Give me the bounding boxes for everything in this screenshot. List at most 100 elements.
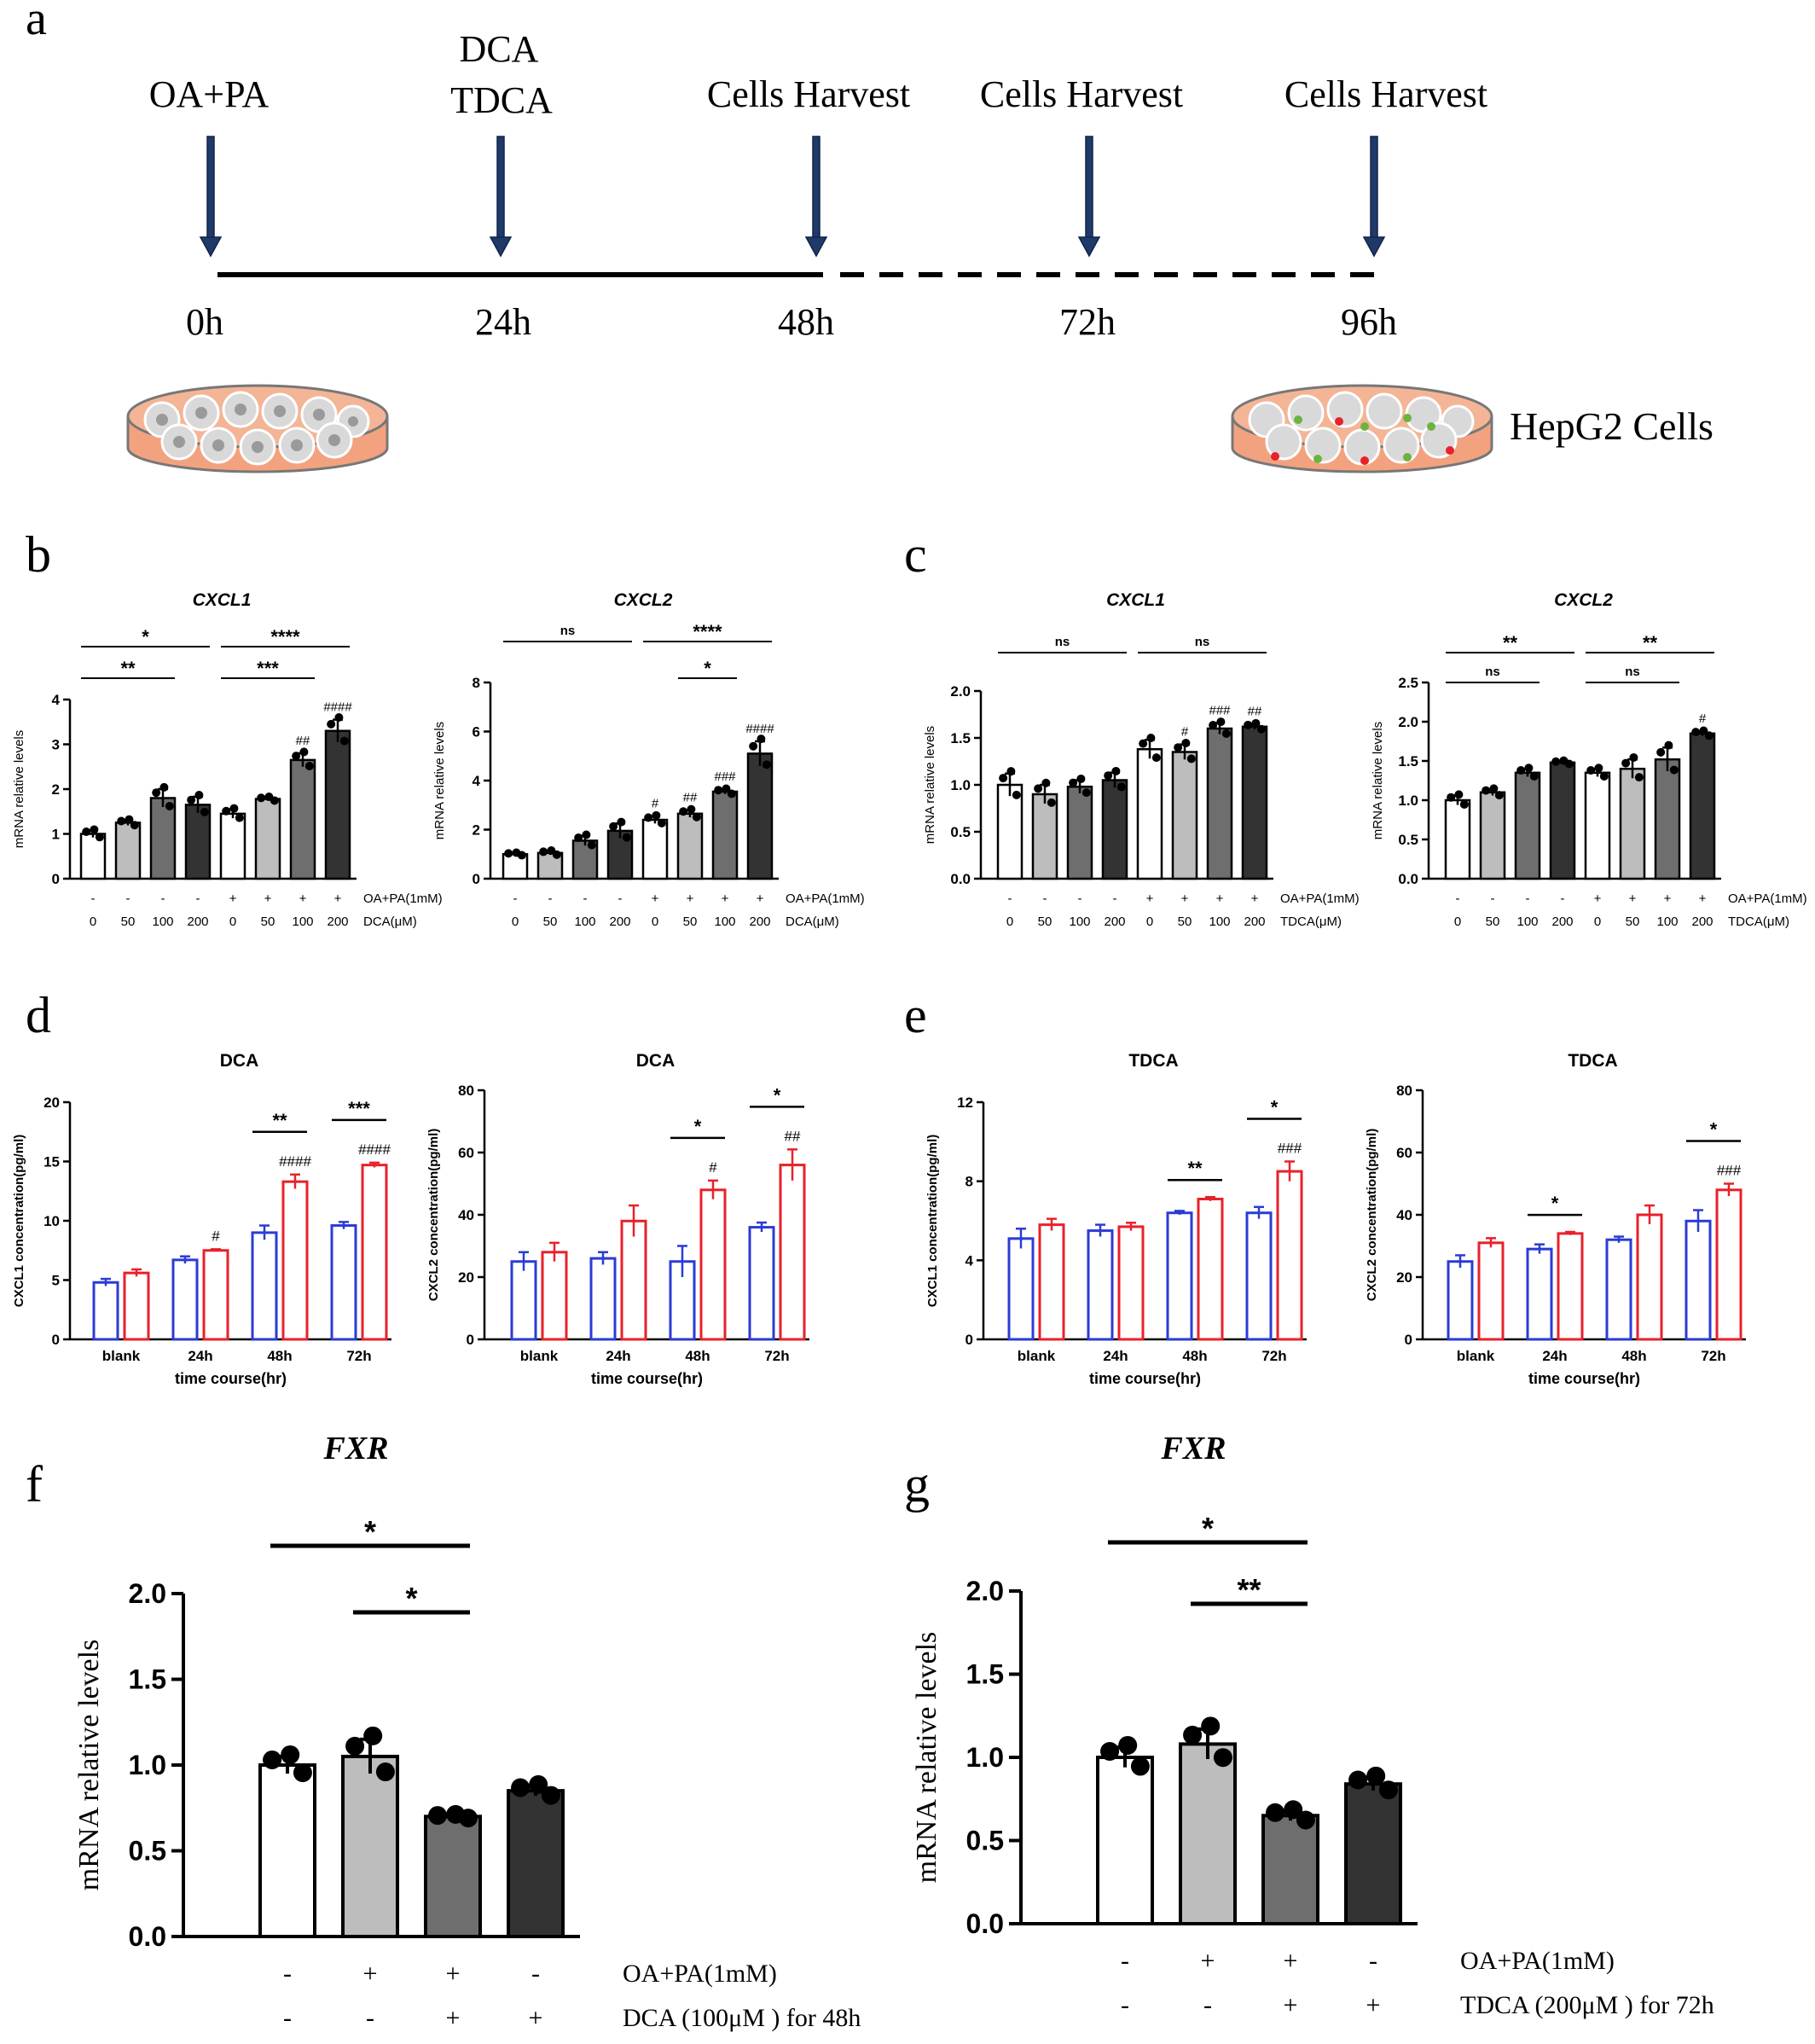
time-label-72h: 72h	[1059, 301, 1116, 343]
data-point	[1146, 734, 1156, 742]
data-point	[130, 821, 139, 830]
data-point	[541, 1786, 560, 1805]
data-point	[622, 833, 631, 842]
x-tick-label: 72h	[764, 1348, 789, 1364]
x-tick-label: 48h	[1621, 1348, 1646, 1364]
bar	[1066, 785, 1093, 880]
y-tick-label: 20	[1396, 1269, 1412, 1286]
row1-symbol: +	[1251, 891, 1259, 906]
data-point	[679, 807, 688, 816]
data-point	[1006, 767, 1016, 776]
data-point	[1656, 747, 1666, 757]
culture-dish-lipid-icon	[1231, 384, 1493, 473]
y-axis-label: mRNA relative levels	[432, 722, 447, 839]
row2-symbol: 200	[1551, 915, 1573, 929]
bar	[748, 1226, 775, 1341]
row1-label: OA+PA(1mM)	[1280, 891, 1360, 906]
y-tick-label: 3	[52, 737, 60, 753]
bar	[1444, 798, 1471, 880]
hash-annotation: ##	[683, 791, 698, 805]
data-point	[757, 735, 766, 744]
y-tick-label: 20	[458, 1269, 474, 1286]
y-axis-label: mRNA relative levels	[923, 726, 937, 844]
data-point	[1209, 721, 1218, 730]
y-tick-label: 0	[467, 1332, 474, 1348]
y-tick-label: 1.5	[950, 730, 971, 746]
bar	[424, 1815, 482, 1939]
y-tick-label: 1	[52, 827, 60, 843]
y-tick-label: 0.5	[966, 1826, 1004, 1856]
data-point	[117, 816, 126, 826]
data-point	[1691, 728, 1701, 737]
data-point	[345, 1736, 365, 1756]
data-point	[657, 818, 666, 827]
row1-symbol: -	[1008, 891, 1012, 906]
timeline-panel: OA+PA DCA TDCA Cells Harvest Cells Harve…	[126, 28, 1714, 473]
y-axis-label: mRNA relative levels	[12, 730, 26, 848]
data-point	[1551, 757, 1561, 766]
chart-f: FXR 0.0 0.5 1.0 1.5 2.0 mRNA relative levels - -…	[73, 1431, 861, 2032]
data-point	[722, 784, 731, 793]
y-tick-label: 10	[43, 1213, 60, 1229]
row1-label: OA+PA(1mM)	[786, 891, 865, 906]
data-point	[264, 793, 274, 802]
data-point	[446, 1804, 466, 1824]
row2-symbol: +	[1284, 1991, 1298, 2019]
row2-symbol: +	[529, 2004, 543, 2032]
panel-letter-d: d	[26, 987, 51, 1043]
significance-label: **	[1643, 632, 1658, 653]
row1-symbol: +	[363, 1960, 378, 1988]
data-point	[1296, 1810, 1315, 1830]
y-tick-label: 1.5	[966, 1659, 1004, 1690]
row1-symbol: +	[1146, 891, 1154, 906]
significance-label: ns	[1625, 665, 1640, 679]
significance-label: **	[1237, 1572, 1261, 1607]
row1-symbol: +	[299, 891, 307, 906]
data-point	[1047, 798, 1056, 807]
data-point	[1069, 778, 1078, 787]
bar	[1715, 1188, 1743, 1341]
bar	[219, 812, 246, 880]
y-tick-label: 4	[52, 692, 61, 708]
bar	[641, 818, 669, 880]
y-axis-label: CXCL2 concentration(pg/ml)	[1365, 1129, 1379, 1302]
row2-symbol: 50	[543, 915, 558, 929]
data-point	[1213, 1748, 1232, 1768]
significance-label: *	[704, 658, 711, 679]
y-tick-label: 12	[957, 1095, 973, 1111]
chart-title: CXCL1	[193, 590, 252, 610]
x-tick-label: blank	[1018, 1348, 1056, 1364]
significance-label: *	[1551, 1193, 1559, 1214]
data-point	[257, 793, 266, 803]
row1-symbol: -	[531, 1960, 540, 1988]
row2-symbol: 0	[90, 915, 96, 929]
data-point	[529, 1774, 548, 1794]
row2-symbol: 100	[152, 915, 173, 929]
row1-symbol: -	[1369, 1947, 1377, 1975]
bar	[1447, 1260, 1474, 1341]
panel-letter-f: f	[26, 1456, 43, 1513]
significance-label: ns	[1195, 635, 1210, 649]
timeline-event-harvest-48: Cells Harvest	[707, 73, 910, 115]
row1-symbol: -	[1456, 891, 1460, 906]
hash-annotation: #	[1699, 711, 1707, 726]
data-point	[1704, 731, 1714, 740]
bar	[1245, 1211, 1273, 1341]
data-point	[375, 1762, 395, 1782]
data-point	[1524, 764, 1534, 773]
hash-annotation: ###	[1209, 703, 1231, 717]
data-point	[1529, 771, 1539, 781]
hash-annotation: ##	[1248, 705, 1262, 719]
y-tick-label: 0	[1405, 1332, 1412, 1348]
significance-label: *	[774, 1084, 781, 1106]
data-point	[334, 713, 344, 722]
y-tick-label: 1.0	[966, 1742, 1004, 1773]
row2-symbol: 50	[683, 915, 698, 929]
bar	[746, 752, 774, 880]
data-point	[95, 833, 104, 842]
bar	[1117, 1225, 1145, 1341]
data-point	[200, 807, 209, 816]
data-point	[1118, 1735, 1138, 1755]
y-tick-label: 20	[43, 1095, 60, 1111]
chart-d1: DCA 0 5 10 15 20 CXCL1 concentration(pg/ml) bla…	[12, 1051, 391, 1387]
